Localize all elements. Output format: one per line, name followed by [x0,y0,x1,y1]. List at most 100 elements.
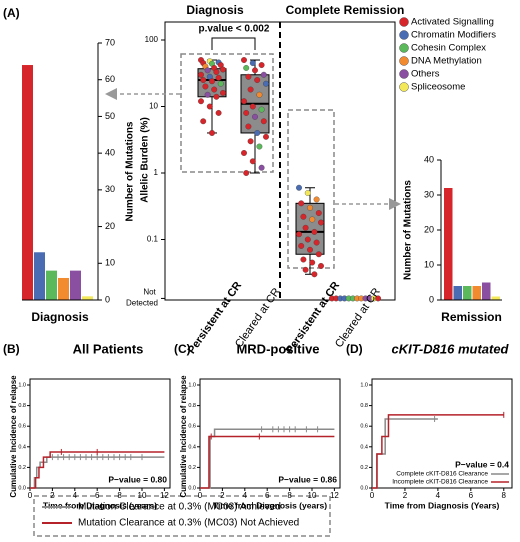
point [258,106,265,113]
y-tick-label: 0.6 [188,424,196,430]
bar [482,282,491,300]
legend-swatch [399,30,409,40]
x-tick-label: Cleared at CR [233,286,283,350]
y-tick-label: 0.4 [188,444,196,450]
point [247,138,254,145]
x-tick-label: 12 [160,491,169,500]
legend-label: Cohesin Complex [411,43,486,54]
point [260,118,267,125]
panel-letter: (B) [3,342,20,356]
y-tick-label: 0.2 [188,465,196,471]
x-tick-label: 0 [28,491,33,500]
y-tick-label: 1.0 [188,382,196,388]
point [241,150,247,156]
bar [463,286,472,300]
panel-letter: (A) [3,6,20,20]
bar [453,286,462,300]
point [220,66,226,73]
point [302,266,309,273]
step-curve [200,435,335,489]
x-tick-label: 8 [502,491,507,500]
point [313,239,320,246]
point [315,210,322,216]
point [220,89,226,96]
y-axis-label: Allelic Burden (%) [140,117,151,203]
x-tick-label: 10 [138,491,147,500]
x-tick-label: 4 [243,491,248,500]
point [263,80,269,87]
point [213,69,220,75]
point [241,98,247,105]
point [254,130,261,136]
bar [491,296,500,300]
x-tick-label: 0 [198,491,203,500]
y-tick-label: 100 [145,35,159,44]
bar [472,286,481,300]
point [254,77,261,83]
point [296,231,302,238]
y-tick-label: 0.0 [18,485,26,491]
point [249,60,256,67]
point [252,67,258,74]
section-title: Complete Remission [286,3,405,17]
bar [34,252,45,300]
point [263,133,269,140]
point [200,77,207,83]
p-value: P−value = 0.80 [108,474,167,484]
diagnosis-box-frame [180,53,274,173]
point [298,200,305,207]
point [258,164,265,171]
y-tick-label: 50 [105,111,115,121]
y-tick-label: 0.8 [18,403,26,409]
x-tick-label: 2 [220,491,225,500]
point [252,113,258,120]
x-tick-label: 4 [73,491,78,500]
point [313,196,320,203]
x-axis-label: Time from Diagnosis (years) [43,500,157,510]
point [311,228,318,235]
x-tick-label: 6 [95,491,100,500]
point [302,224,309,231]
panel-title: MRD-positive [236,341,319,356]
bar [82,296,93,300]
x-tick-label: 2 [403,491,408,500]
y-tick-label: 0 [105,294,110,304]
point [245,73,252,80]
p-value: P−value = 0.86 [278,474,337,484]
x-tick-label: 6 [469,491,474,500]
x-axis-label: Time from Diagnosis (Years) [385,500,500,510]
x-tick-label: 10 [308,491,317,500]
bar-title: Remission [441,310,502,324]
point [243,170,250,176]
point [256,91,263,98]
point [309,216,316,223]
point [209,78,215,85]
point [217,80,224,87]
y-tick-label: 0.8 [188,403,196,409]
point [245,123,252,130]
y-tick-label: 10 [149,102,158,111]
point [215,109,222,116]
legend-label: Complete cKIT-D816 Clearance [396,471,488,478]
y-axis-label: Cumulative Incidence of relapse [179,375,188,498]
y-tick-label: 0.2 [18,465,26,471]
legend-frame [33,495,331,537]
x-tick-label: 0 [370,491,375,500]
bar-title: Diagnosis [31,310,89,324]
point [298,242,305,249]
panel-title: cKIT-D816 mutated [391,341,509,356]
step-curve [372,414,504,489]
point [258,62,265,69]
y-tick-label: 0 [429,294,434,304]
point [198,71,204,78]
plot-frame [29,378,171,489]
legend-swatch [399,69,409,79]
p-value: P−value = 0.4 [455,459,509,469]
point [204,67,211,74]
y-tick-label: 0.0 [188,485,196,491]
bar [58,277,69,300]
bar [46,270,57,300]
legend-label: Chromatin Modifiers [411,30,496,41]
legend-swatch [399,17,409,27]
